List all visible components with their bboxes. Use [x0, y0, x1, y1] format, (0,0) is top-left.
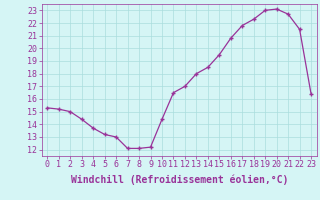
X-axis label: Windchill (Refroidissement éolien,°C): Windchill (Refroidissement éolien,°C) [70, 175, 288, 185]
